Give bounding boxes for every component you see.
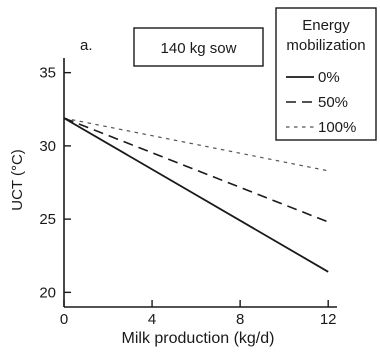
series-line-100pct bbox=[63, 117, 329, 172]
chart-title-box: 140 kg sow bbox=[133, 27, 264, 67]
panel-label: a. bbox=[80, 37, 93, 54]
legend-entries: 0% 50% 100% bbox=[286, 69, 356, 136]
chart-title-frame bbox=[133, 27, 264, 67]
x-tick-label: 4 bbox=[148, 311, 156, 328]
legend-label: 100% bbox=[318, 119, 356, 136]
x-axis-label: Milk production (kg/d) bbox=[122, 330, 275, 347]
legend: Energy mobilization 0% 50% 100% bbox=[275, 7, 377, 141]
axes bbox=[63, 58, 337, 308]
y-tick-label: 35 bbox=[39, 65, 56, 82]
legend-label: 50% bbox=[318, 94, 348, 111]
series-lines bbox=[63, 117, 329, 273]
y-axis-label: UCT (°C) bbox=[9, 149, 26, 211]
legend-title-line2: mobilization bbox=[286, 37, 365, 54]
x-tick-label: 12 bbox=[320, 311, 337, 328]
y-tick-label: 30 bbox=[39, 138, 56, 155]
legend-title-line1: Energy bbox=[302, 17, 350, 34]
y-tick-label: 25 bbox=[39, 211, 56, 228]
legend-label: 0% bbox=[318, 69, 340, 86]
series-line-0pct bbox=[63, 117, 329, 273]
y-tick-label: 20 bbox=[39, 284, 56, 301]
chart-title: 140 kg sow bbox=[161, 40, 237, 57]
legend-frame bbox=[275, 7, 377, 141]
ticks: 0 4 8 12 20 25 30 35 bbox=[39, 65, 336, 328]
x-tick-label: 8 bbox=[236, 311, 244, 328]
x-tick-label: 0 bbox=[60, 311, 68, 328]
